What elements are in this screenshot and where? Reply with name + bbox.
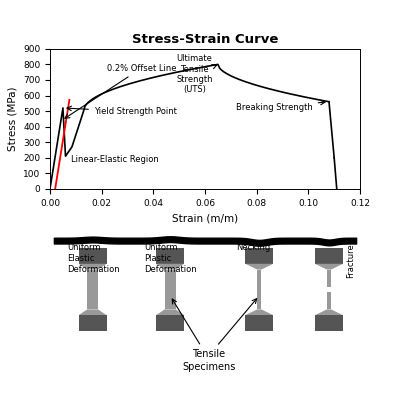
Polygon shape (245, 264, 273, 269)
Polygon shape (156, 264, 184, 269)
Polygon shape (315, 309, 343, 315)
Polygon shape (245, 309, 273, 315)
Bar (315, 248, 343, 264)
Bar (87, 269, 98, 309)
Y-axis label: Stress (MPa): Stress (MPa) (8, 87, 18, 151)
Bar (156, 315, 184, 331)
Bar (79, 315, 106, 331)
Text: Breaking Strength: Breaking Strength (236, 101, 325, 112)
Text: Necking: Necking (236, 243, 270, 252)
X-axis label: Strain (m/m): Strain (m/m) (172, 213, 238, 223)
Bar (327, 292, 331, 309)
Bar (245, 248, 273, 264)
Text: Uniform
Elastic
Deformation: Uniform Elastic Deformation (67, 243, 120, 274)
Text: 0.2% Offset Line: 0.2% Offset Line (65, 63, 176, 118)
Bar (79, 248, 106, 264)
Bar (165, 269, 176, 309)
Bar (257, 269, 261, 309)
Text: Fracture: Fracture (346, 243, 355, 278)
Polygon shape (315, 264, 343, 269)
Title: Stress-Strain Curve: Stress-Strain Curve (132, 33, 278, 46)
Bar (315, 315, 343, 331)
Bar (327, 269, 331, 287)
Text: Ultimate
Tensile
Strength
(UTS): Ultimate Tensile Strength (UTS) (176, 54, 217, 94)
Text: Uniform
Plastic
Deformation: Uniform Plastic Deformation (144, 243, 197, 274)
Text: Tensile
Specimens: Tensile Specimens (182, 349, 236, 372)
Bar (245, 315, 273, 331)
Text: Yield Strength Point: Yield Strength Point (67, 106, 177, 116)
Bar (156, 248, 184, 264)
Text: Linear-Elastic Region: Linear-Elastic Region (71, 155, 158, 164)
Polygon shape (79, 309, 106, 315)
Polygon shape (79, 264, 106, 269)
Polygon shape (156, 309, 184, 315)
